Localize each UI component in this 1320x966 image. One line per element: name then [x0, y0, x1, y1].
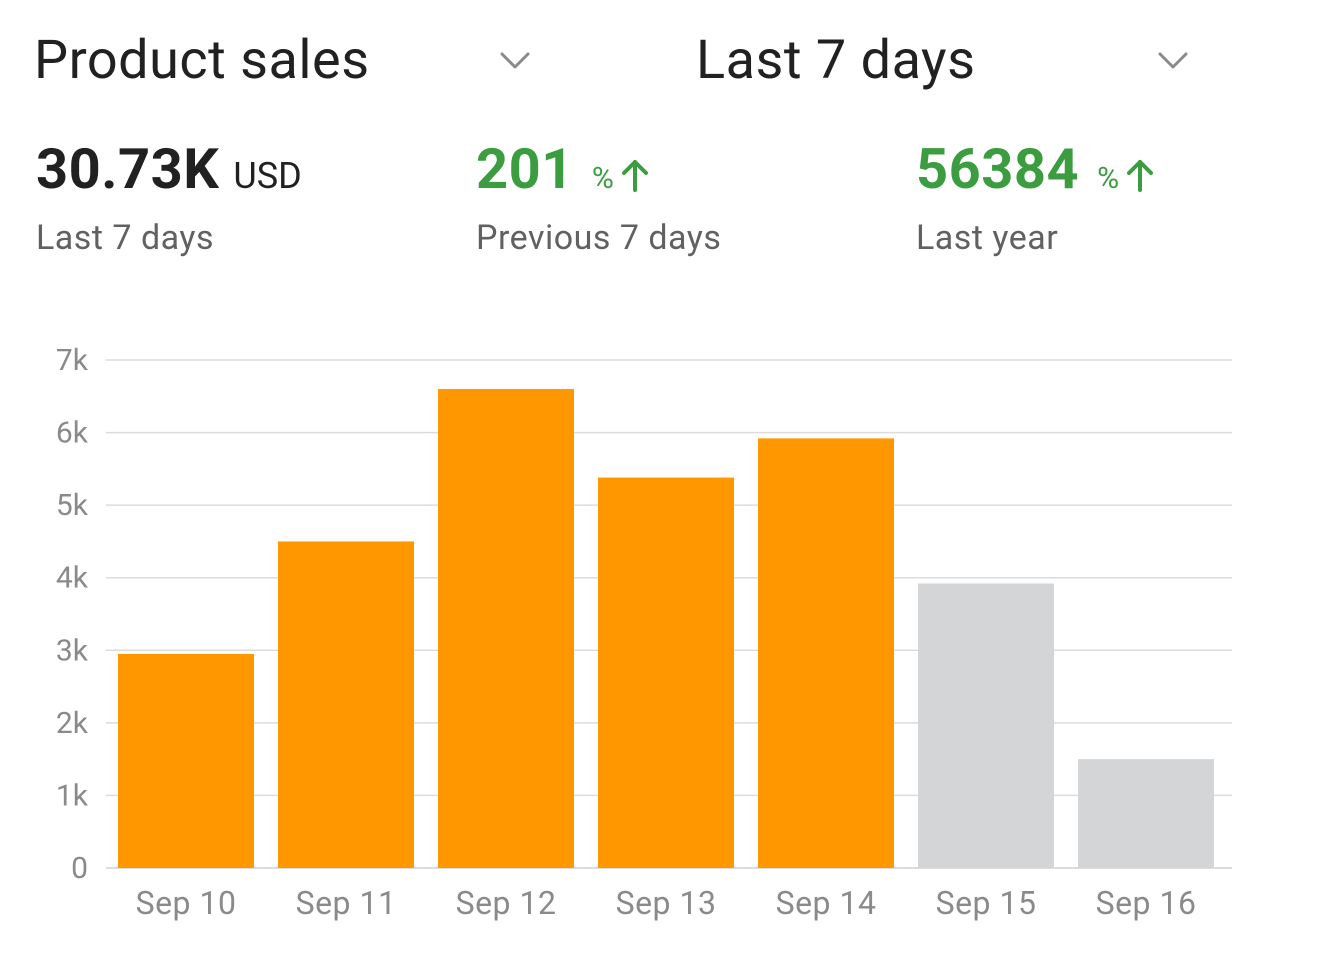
x-tick-label: Sep 16 [1096, 884, 1197, 922]
y-axis-ticks: 0 1k 2k 3k 4k 5k 6k 7k [56, 343, 89, 886]
total-sales-value: 30.73K [36, 136, 220, 202]
bar-sep-11[interactable] [278, 541, 414, 868]
bar-sep-13[interactable] [598, 477, 734, 868]
x-axis-ticks: Sep 10 Sep 11 Sep 12 Sep 13 Sep 14 Sep 15 Sep … [136, 884, 1197, 922]
currency-unit: USD [233, 155, 302, 197]
total-sales-caption: Last 7 days [36, 218, 215, 258]
bar-sep-10[interactable] [118, 653, 254, 868]
last-year-caption: Last year [916, 218, 1059, 258]
arrow-up-icon [621, 160, 648, 192]
sales-bar-chart: 0 1k 2k 3k 4k 5k 6k 7k Sep 10 Sep 11 Sep 12 Sep 13… [56, 343, 1232, 922]
bar-sep-15[interactable] [918, 583, 1054, 868]
x-tick-label: Sep 14 [776, 884, 877, 922]
y-tick-label: 0 [71, 851, 88, 886]
chevron-down-icon [500, 52, 530, 69]
date-range-selector[interactable]: Last 7 days [696, 22, 1206, 98]
last-year-change-value: 56384 [916, 136, 1080, 202]
y-tick-label: 3k [56, 633, 89, 668]
chart-bars [118, 389, 1214, 868]
stat-previous-period: 201 % Previous 7 days [476, 136, 721, 258]
bar-sep-12[interactable] [438, 389, 574, 868]
y-tick-label: 4k [56, 561, 89, 596]
chevron-down-icon [1158, 52, 1188, 69]
y-tick-label: 7k [56, 343, 89, 378]
bar-sep-14[interactable] [758, 438, 894, 868]
bar-sep-16[interactable] [1078, 759, 1214, 868]
x-tick-label: Sep 12 [456, 884, 557, 922]
date-range-label: Last 7 days [696, 28, 976, 92]
y-tick-label: 5k [56, 488, 89, 523]
percent-sign: % [1097, 161, 1120, 196]
x-tick-label: Sep 15 [936, 884, 1037, 922]
y-tick-label: 2k [56, 706, 89, 741]
percent-sign: % [591, 161, 614, 196]
previous-period-change-value: 201 [476, 136, 574, 202]
metric-selector[interactable]: Product sales [34, 22, 554, 98]
x-tick-label: Sep 10 [136, 884, 237, 922]
x-tick-label: Sep 11 [296, 884, 397, 922]
previous-period-caption: Previous 7 days [476, 218, 722, 258]
y-tick-label: 6k [56, 416, 89, 451]
stat-total-sales: 30.73K USD Last 7 days [36, 136, 302, 258]
x-tick-label: Sep 13 [616, 884, 717, 922]
metric-selector-label: Product sales [34, 28, 370, 92]
arrow-up-icon [1127, 160, 1154, 192]
stat-last-year: 56384 % Last year [916, 136, 1155, 258]
y-tick-label: 1k [56, 778, 89, 813]
